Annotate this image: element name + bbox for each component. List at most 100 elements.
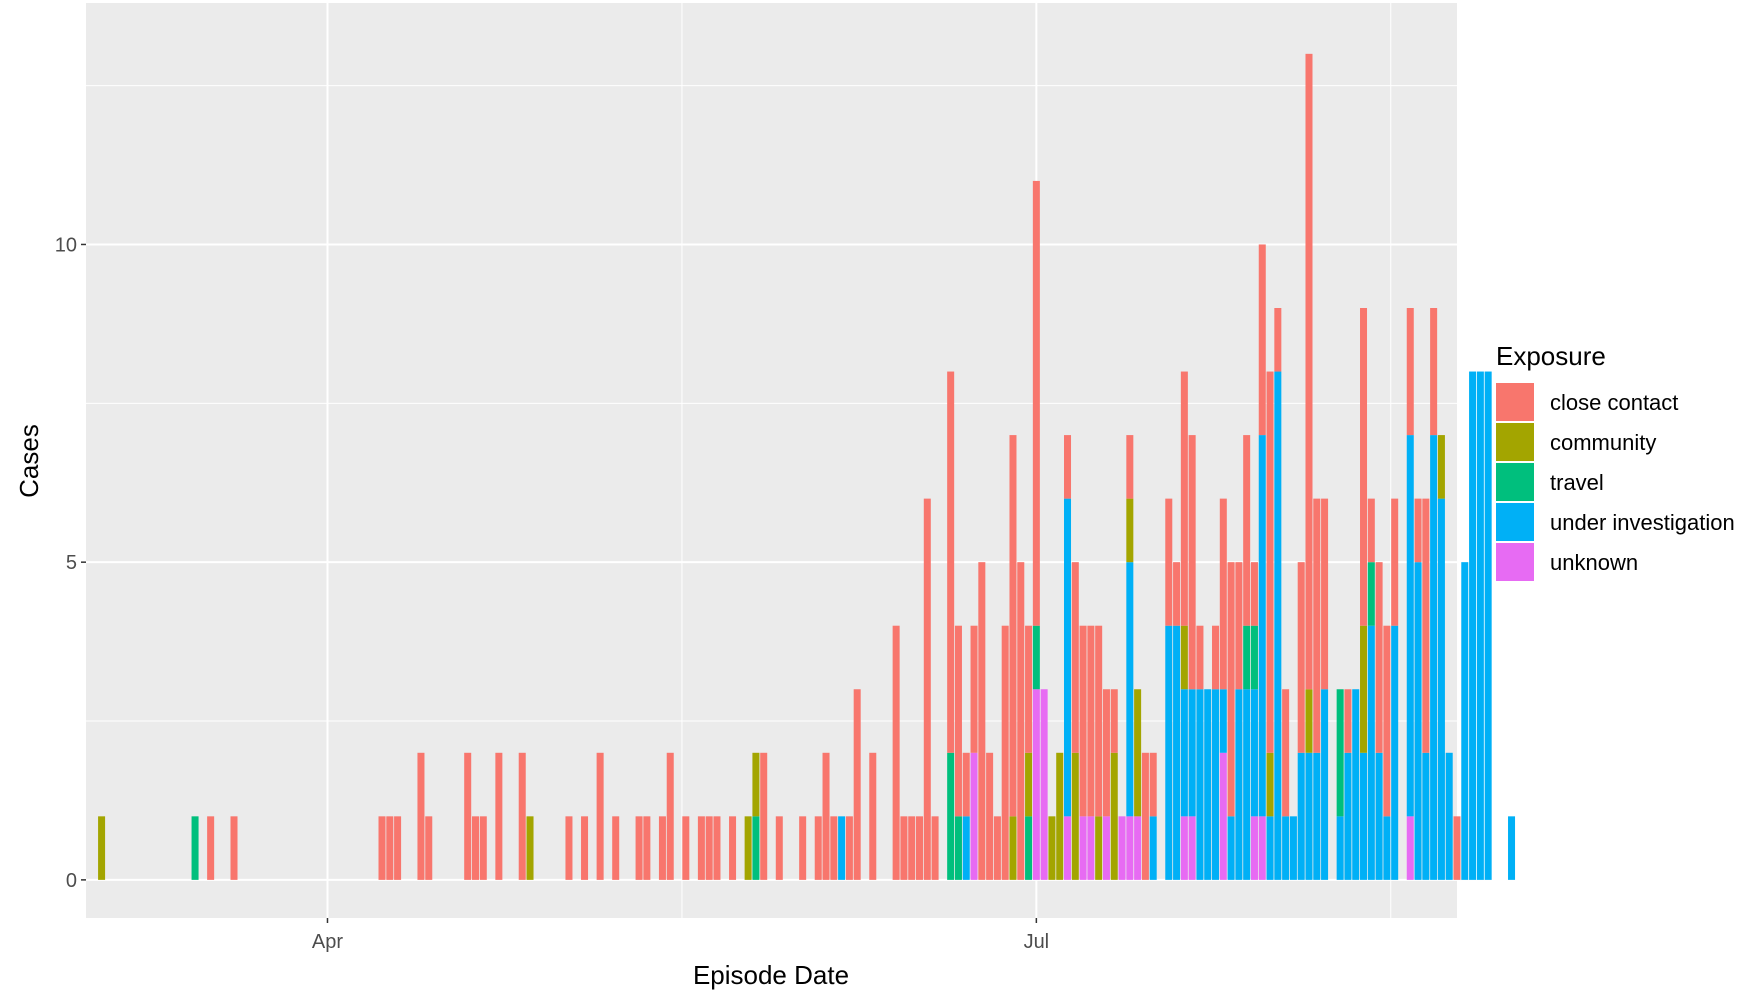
bar-segment-under-investigation	[1344, 752, 1352, 880]
bar-segment-under-investigation	[1250, 689, 1258, 817]
bar-segment-under-investigation	[1383, 816, 1391, 880]
bar-segment-close-contact	[1032, 180, 1040, 626]
bar-segment-under-investigation	[1321, 689, 1329, 880]
bar-segment-unknown	[1134, 816, 1142, 880]
bar-segment-under-investigation	[1064, 498, 1072, 817]
bar-segment-close-contact	[1095, 625, 1103, 817]
bar-segment-close-contact	[658, 816, 666, 880]
bar-segment-under-investigation	[1360, 752, 1368, 880]
bar-segment-travel	[191, 816, 199, 880]
bar-segment-under-investigation	[1282, 816, 1290, 880]
bar-segment-community	[1266, 752, 1274, 817]
bar-segment-unknown	[1406, 816, 1414, 880]
x-tick-label: Jul	[1024, 931, 1050, 953]
bar-segment-close-contact	[1250, 562, 1258, 626]
bar-segment-close-contact	[892, 625, 900, 880]
bar-segment-close-contact	[1313, 498, 1321, 753]
bar-segment-under-investigation	[1204, 689, 1212, 880]
bar-segment-travel	[1243, 625, 1251, 690]
bar-segment-close-contact	[1219, 498, 1227, 690]
x-tick-label: Apr	[312, 931, 343, 953]
y-tick-label: 0	[66, 870, 77, 892]
bar-segment-under-investigation	[1297, 752, 1305, 880]
bar-segment-close-contact	[1079, 625, 1087, 817]
bar-segment-close-contact	[1422, 498, 1430, 753]
bar-segment-close-contact	[1344, 689, 1352, 753]
bar-segment-close-contact	[931, 816, 939, 880]
bar-segment-close-contact	[1266, 371, 1274, 753]
bar-segment-close-contact	[729, 816, 737, 880]
x-axis: Apr Jul	[312, 918, 1049, 953]
bar-segment-close-contact	[596, 752, 604, 880]
bar-segment-close-contact	[993, 816, 1001, 880]
bar-segment-community	[1095, 816, 1103, 880]
bar-segment-travel	[947, 752, 955, 880]
bar-segment-unknown	[1126, 816, 1134, 880]
bar-segment-close-contact	[923, 498, 931, 880]
bar-segment-close-contact	[518, 752, 526, 880]
bar-segment-close-contact	[1017, 562, 1025, 880]
bar-segment-community	[1134, 689, 1142, 817]
bar-segment-close-contact	[822, 752, 830, 880]
bar-segment-close-contact	[1009, 435, 1017, 817]
bar-segment-under-investigation	[1406, 435, 1414, 817]
bar-segment-close-contact	[760, 752, 768, 880]
bar-segment-under-investigation	[1266, 816, 1274, 880]
bar-segment-under-investigation	[1476, 371, 1484, 880]
bar-segment-close-contact	[1173, 562, 1181, 626]
bar-segment-unknown	[1118, 816, 1126, 880]
bar-segment-unknown	[1032, 689, 1040, 880]
bar-segment-under-investigation	[1173, 625, 1181, 880]
bar-segment-unknown	[1180, 816, 1188, 880]
bar-segment-close-contact	[1321, 498, 1329, 690]
bar-segment-travel	[1032, 625, 1040, 690]
bar-segment-close-contact	[1305, 53, 1313, 690]
bar-segment-unknown	[1250, 816, 1258, 880]
bar-segment-community	[752, 752, 760, 817]
bar-segment-travel	[1025, 816, 1033, 880]
bar-segment-community	[1110, 752, 1118, 880]
bar-segment-travel	[1250, 625, 1258, 690]
bar-segment-community	[1437, 435, 1445, 499]
bar-segment-close-contact	[386, 816, 394, 880]
bar-segment-travel	[1367, 562, 1375, 626]
bar-segment-close-contact	[916, 816, 924, 880]
bar-segment-close-contact	[581, 816, 589, 880]
y-axis-title: Cases	[14, 424, 44, 498]
bar-segment-under-investigation	[1508, 816, 1516, 880]
bar-segment-close-contact	[1227, 562, 1235, 817]
bar-segment-close-contact	[425, 816, 433, 880]
bar-segment-community	[1360, 625, 1368, 753]
bar-segment-community	[1305, 689, 1313, 753]
bar-segment-under-investigation	[1367, 625, 1375, 880]
bar-segment-close-contact	[1212, 625, 1220, 690]
bar-segment-close-contact	[682, 816, 690, 880]
bar-segment-close-contact	[1188, 435, 1196, 690]
bar-segment-under-investigation	[1484, 371, 1492, 880]
bar-segment-close-contact	[978, 562, 986, 880]
bar-segment-under-investigation	[1126, 562, 1134, 817]
bar-segment-community	[1071, 752, 1079, 880]
bar-segment-under-investigation	[1445, 752, 1453, 880]
bar-segment-community	[744, 816, 752, 880]
bar-segment-close-contact	[1235, 562, 1243, 690]
bar-segment-close-contact	[1383, 625, 1391, 817]
legend-key	[1496, 503, 1534, 541]
bar-segment-close-contact	[1141, 752, 1149, 880]
y-tick-label: 5	[66, 552, 77, 574]
bar-segment-close-contact	[869, 752, 877, 880]
bar-segment-close-contact	[479, 816, 487, 880]
bar-segment-community	[1180, 625, 1188, 690]
bar-stacks	[98, 53, 1516, 880]
bar-segment-under-investigation	[1313, 752, 1321, 880]
bar-segment-close-contact	[394, 816, 402, 880]
bar-segment-travel	[954, 816, 962, 880]
bar-segment-under-investigation	[1235, 689, 1243, 880]
bar-segment-close-contact	[1375, 562, 1383, 753]
bar-segment-community	[1056, 752, 1064, 880]
bar-segment-travel	[752, 816, 760, 880]
bar-segment-unknown	[1102, 816, 1110, 880]
bar-segment-close-contact	[1360, 308, 1368, 626]
bar-segment-close-contact	[705, 816, 713, 880]
bar-segment-close-contact	[666, 752, 674, 880]
